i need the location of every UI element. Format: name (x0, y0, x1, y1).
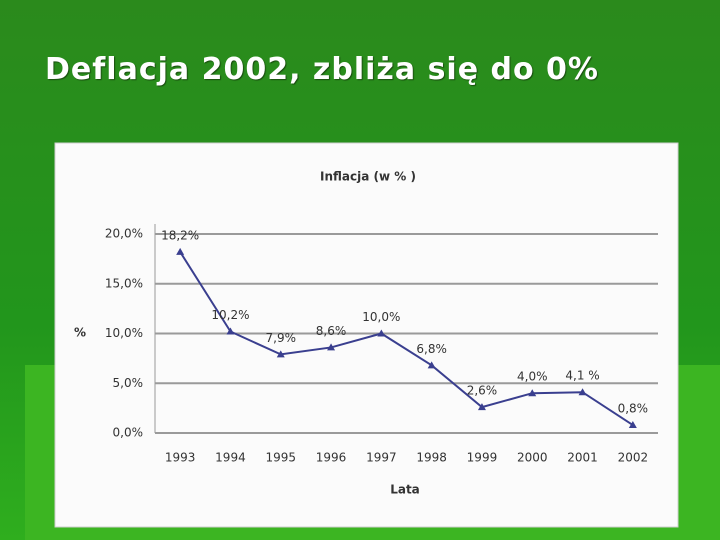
value-label: 8,6% (316, 324, 347, 338)
x-tick-label: 1996 (316, 451, 347, 465)
value-label: 0,8% (618, 402, 649, 416)
marker (377, 329, 386, 337)
x-axis-label: Lata (390, 483, 420, 497)
value-label: 7,9% (266, 331, 297, 345)
marker (226, 327, 235, 335)
marker (276, 350, 285, 358)
marker (327, 343, 336, 351)
y-tick-label: 15,0% (105, 276, 143, 290)
chart-frame (54, 142, 679, 528)
x-tick-label: 2000 (517, 451, 548, 465)
value-label: 18,2% (161, 228, 199, 242)
value-label: 2,6% (467, 384, 498, 398)
y-tick-label: 20,0% (105, 227, 143, 241)
y-tick-label: 10,0% (105, 326, 143, 340)
y-tick-label: 0,0% (113, 426, 144, 440)
value-label: 10,0% (362, 310, 400, 324)
value-label: 4,0% (517, 370, 548, 384)
value-label: 10,2% (211, 308, 249, 322)
y-axis-label: % (74, 326, 86, 340)
slide-title: Deflacja 2002, zbliża się do 0% (45, 52, 599, 87)
x-tick-label: 1999 (467, 451, 498, 465)
x-tick-label: 2002 (618, 451, 649, 465)
x-tick-label: 1994 (215, 451, 246, 465)
x-tick-label: 1997 (366, 451, 397, 465)
value-label: 6,8% (416, 342, 447, 356)
chart-title: Inflacja (w % ) (320, 170, 416, 184)
marker (176, 247, 185, 255)
value-label: 4,1 % (565, 369, 599, 383)
x-tick-label: 1993 (165, 451, 196, 465)
x-tick-label: 1995 (265, 451, 296, 465)
y-tick-label: 5,0% (113, 376, 144, 390)
marker (578, 388, 587, 396)
marker (528, 389, 537, 397)
x-tick-label: 1998 (416, 451, 447, 465)
x-tick-label: 2001 (567, 451, 598, 465)
line (179, 251, 634, 426)
marker (477, 403, 486, 411)
marker (427, 361, 436, 369)
marker (628, 421, 637, 429)
